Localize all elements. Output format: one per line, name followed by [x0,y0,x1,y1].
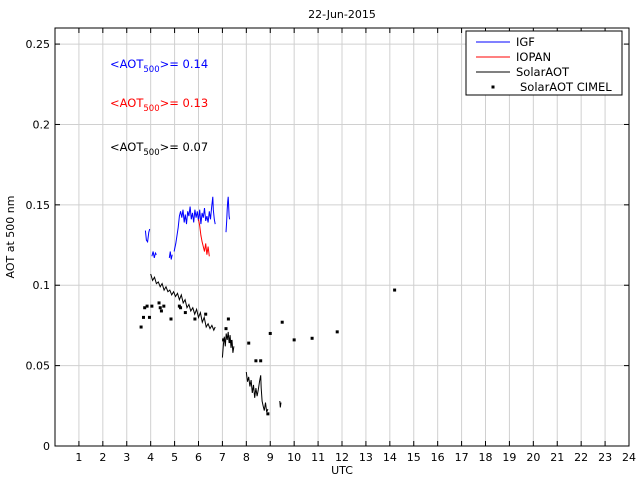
series-point-solaraot-cimel [193,317,197,321]
series-line-igf [168,251,173,260]
legend-label: SolarAOT CIMEL [520,80,612,94]
x-tick-label: 17 [455,451,469,464]
legend-label: IGF [516,35,535,49]
grid [55,28,629,446]
legend-label: IOPAN [516,50,551,64]
x-tick-label: 14 [383,451,397,464]
series-point-solaraot-cimel [183,311,187,315]
mean-aot-annotation: <AOT500>= 0.14 [110,57,208,75]
series-point-solaraot-cimel [224,327,228,331]
series-line-iopan [198,219,210,257]
series-point-solaraot-cimel [266,412,270,416]
series-point-solaraot-cimel [139,325,143,329]
series-solaraot [150,273,282,413]
x-tick-label: 11 [311,451,325,464]
series-point-solaraot-cimel [150,304,154,308]
x-tick-label: 20 [526,451,540,464]
series-line-igf [225,196,231,233]
series-point-solaraot-cimel [247,341,251,345]
x-tick-label: 7 [219,451,226,464]
series-point-solaraot-cimel [177,304,181,308]
x-tick-label: 2 [99,451,106,464]
x-tick-label: 8 [243,451,250,464]
series-line-igf [144,228,151,244]
x-tick-label: 24 [622,451,636,464]
series-point-solaraot-cimel [259,359,263,363]
legend-label: SolarAOT [516,65,570,79]
series-layer [139,196,397,416]
series-point-solaraot-cimel [158,306,162,310]
y-tick-label: 0.1 [33,279,51,292]
series-point-solaraot-cimel [229,340,233,343]
series-line-solaraot [279,400,282,408]
mean-aot-annotation: <AOT500>= 0.13 [110,96,208,114]
y-tick-label: 0.15 [26,199,51,212]
x-tick-label: 5 [171,451,178,464]
series-point-solaraot-cimel [147,315,151,319]
x-tick-label: 21 [550,451,564,464]
series-point-solaraot-cimel [310,336,314,340]
series-line-igf [151,251,157,259]
series-point-solaraot-cimel [226,317,230,321]
series-point-solaraot-cimel [222,338,226,342]
y-tick-label: 0.25 [26,38,51,51]
series-point-solaraot-cimel [204,312,208,316]
series-point-solaraot-cimel [145,304,149,308]
series-point-solaraot-cimel [141,315,145,319]
series-point-solaraot-cimel [335,330,339,334]
x-tick-label: 3 [123,451,130,464]
series-point-solaraot-cimel [292,338,296,342]
x-tick-label: 4 [147,451,154,464]
x-tick-label: 19 [502,451,516,464]
series-point-solaraot-cimel [393,288,397,292]
series-point-solaraot-cimel [143,306,147,310]
x-tick-label: 23 [598,451,612,464]
series-line-solaraot [245,371,269,413]
series-point-solaraot-cimel [159,309,163,313]
series-line-igf [173,196,216,252]
x-tick-label: 13 [359,451,373,464]
series-point-solaraot-cimel [268,331,272,335]
series-igf [144,196,231,260]
series-point-solaraot-cimel [169,317,173,321]
x-tick-label: 15 [407,451,421,464]
y-tick-label: 0 [43,440,50,453]
x-tick-label: 12 [335,451,349,464]
series-point-solaraot-cimel [157,301,161,305]
legend-swatch-marker [491,85,495,89]
series-line-solaraot [221,331,235,358]
mean-aot-annotation: <AOT500>= 0.07 [110,140,208,158]
x-tick-label: 18 [479,451,493,464]
annotations: <AOT500>= 0.14 <AOT500>= 0.13 <AOT500>= 0.… [110,57,208,158]
chart-title: 22-Jun-2015 [308,8,376,21]
series-point-solaraot-cimel [162,304,166,308]
series-solaraot-cimel [139,288,397,416]
x-tick-label: 9 [267,451,274,464]
series-point-solaraot-cimel [280,320,284,324]
axis-ticks: 1 2 3 4 5 6 7 8 9 10 11 12 13 14 15 16 17 18 19 20 21 22 23 240… [26,28,636,464]
x-tick-label: 16 [431,451,445,464]
series-point-solaraot-cimel [179,306,183,310]
x-tick-label: 6 [195,451,202,464]
x-tick-label: 1 [75,451,82,464]
x-tick-label: 22 [574,451,588,464]
y-tick-label: 0.05 [26,360,51,373]
series-iopan [198,219,210,257]
series-line-solaraot [150,273,216,332]
x-axis-label: UTC [331,464,353,477]
y-tick-label: 0.2 [33,118,51,131]
y-axis-label: AOT at 500 nm [4,196,17,279]
series-point-solaraot-cimel [254,359,258,363]
x-tick-label: 10 [287,451,301,464]
